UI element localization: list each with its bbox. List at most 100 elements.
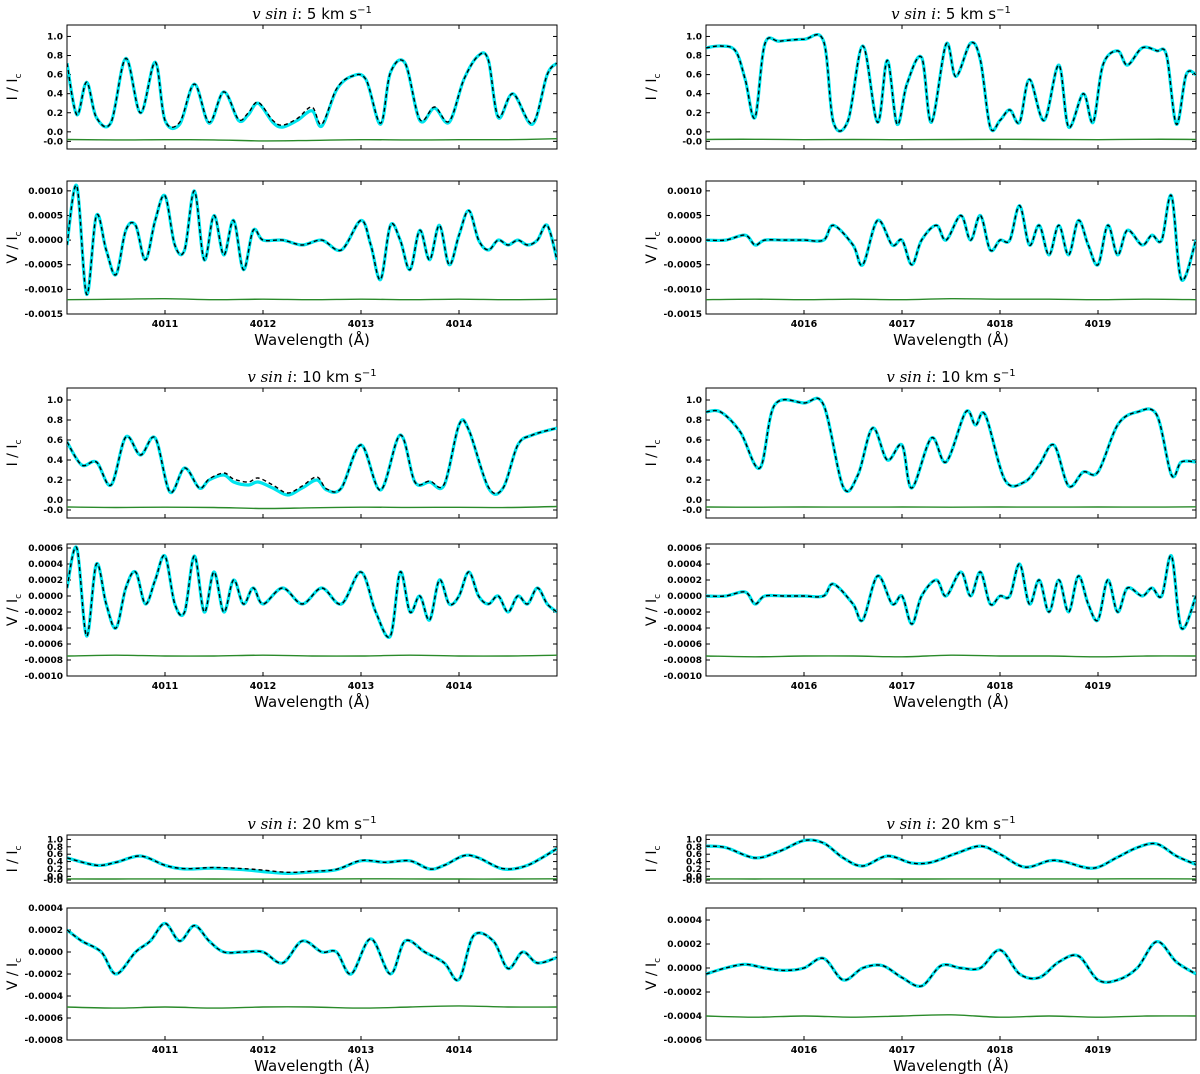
ytick-label: -0.0002 bbox=[664, 988, 702, 998]
ytick-label: 0.4 bbox=[686, 858, 702, 868]
panel-l10v: -0.0010 -0.0008 -0.0006 -0.0004 -0.0002 0.000… bbox=[5, 543, 558, 711]
ytick-label: -0.0010 bbox=[664, 672, 702, 682]
series-residual bbox=[706, 654, 1196, 658]
ytick-label: 0.6 bbox=[47, 71, 63, 81]
ytick-label: 0.2 bbox=[686, 476, 702, 486]
xtick-label: 4011 bbox=[152, 319, 178, 330]
xlabel: Wavelength (Å) bbox=[893, 330, 1009, 349]
ytick-label: 0.0006 bbox=[28, 544, 63, 554]
ytick-label: 0.0002 bbox=[28, 926, 63, 936]
axes-frame bbox=[66, 387, 558, 519]
ytick-label: -0.0008 bbox=[25, 656, 63, 666]
ytick-label: -0.0004 bbox=[25, 624, 63, 634]
ytick-label: -0.0002 bbox=[664, 608, 702, 618]
series-residual bbox=[67, 138, 557, 142]
panel-l5v: -0.0015 -0.0010 -0.0005 0.0000 0.0005 0.0010 4… bbox=[5, 180, 558, 349]
panel-l20i: -0.00.00.20.40.60.81.0 I / Ic v sin i: 20 … bbox=[5, 815, 558, 886]
axes-frame bbox=[705, 907, 1197, 1041]
panel-r10i: -0.00.0 0.2 0.4 0.6 0.8 1.0 I / Ic v sin i: 10 … bbox=[644, 368, 1197, 519]
ytick-label: -0.0010 bbox=[25, 285, 63, 295]
series-observed bbox=[706, 194, 1196, 281]
ytick-label: 0.0000 bbox=[28, 236, 63, 246]
series-residual bbox=[67, 654, 557, 657]
ytick-label: 0.0002 bbox=[28, 576, 63, 586]
ytick-label: 0.8 bbox=[686, 416, 702, 426]
panel-title: v sin i: 5 km s−1 bbox=[252, 5, 372, 23]
ylabel: I / Ic bbox=[644, 440, 663, 467]
series-residual bbox=[67, 1005, 557, 1009]
ytick-label: 0.0006 bbox=[667, 544, 702, 554]
ylabel: I / Ic bbox=[5, 74, 24, 101]
xtick-label: 4014 bbox=[446, 1045, 473, 1056]
xtick-label: 4018 bbox=[987, 681, 1014, 692]
axes-frame bbox=[705, 543, 1197, 677]
axes-frame bbox=[705, 24, 1197, 150]
xtick-label: 4017 bbox=[889, 319, 915, 330]
ytick-label: 0.0002 bbox=[667, 576, 702, 586]
series-observed bbox=[67, 848, 557, 874]
ytick-label: -0.0 bbox=[43, 137, 63, 147]
ytick-label: 0.0004 bbox=[28, 560, 63, 570]
ytick-label: 0.8 bbox=[686, 843, 702, 853]
ytick-label: -0.0004 bbox=[664, 624, 702, 634]
xtick-label: 4017 bbox=[889, 681, 915, 692]
ytick-label: 0.0000 bbox=[667, 236, 702, 246]
series-observed bbox=[706, 397, 1196, 493]
ytick-label: -0.0 bbox=[43, 506, 63, 516]
panel-r20i: -0.00.00.20.40.60.81.0 I / Ic v sin i: 20 … bbox=[644, 815, 1197, 886]
xtick-label: 4016 bbox=[791, 1045, 818, 1056]
ytick-label: -0.0015 bbox=[25, 310, 63, 320]
series-observed bbox=[706, 940, 1196, 988]
xlabel: Wavelength (Å) bbox=[254, 692, 370, 711]
ytick-label: 0.4 bbox=[47, 90, 63, 100]
ylabel: V / Ic bbox=[5, 958, 24, 990]
xtick-label: 4011 bbox=[152, 1045, 178, 1056]
ytick-label: 0.2 bbox=[47, 109, 63, 119]
ytick-label: 0.8 bbox=[47, 416, 63, 426]
series-residual bbox=[67, 505, 557, 510]
ytick-label: -0.0 bbox=[43, 876, 63, 886]
xtick-label: 4012 bbox=[250, 681, 276, 692]
panel-l20v: -0.0008 -0.0006 -0.0004 -0.0002 0.0000 0.0002… bbox=[5, 904, 558, 1074]
ytick-label: -0.0010 bbox=[664, 285, 702, 295]
panel-title: v sin i: 20 km s−1 bbox=[886, 815, 1015, 833]
xtick-label: 4014 bbox=[446, 681, 473, 692]
ytick-label: 0.6 bbox=[47, 850, 63, 860]
ytick-label: 0.0 bbox=[686, 496, 702, 506]
ytick-label: 0.0 bbox=[47, 496, 63, 506]
ytick-label: -0.0004 bbox=[664, 1012, 702, 1022]
ytick-label: 0.6 bbox=[47, 436, 63, 446]
ytick-label: -0.0006 bbox=[664, 1036, 702, 1046]
panel-title: v sin i: 10 km s−1 bbox=[247, 368, 376, 386]
xtick-label: 4019 bbox=[1085, 1045, 1111, 1056]
ytick-label: -0.0015 bbox=[664, 310, 702, 320]
xtick-label: 4016 bbox=[791, 681, 818, 692]
xtick-label: 4019 bbox=[1085, 319, 1111, 330]
ytick-label: 0.0 bbox=[686, 128, 702, 138]
ytick-label: 0.2 bbox=[47, 476, 63, 486]
ytick-label: 0.4 bbox=[686, 90, 702, 100]
ytick-label: -0.0005 bbox=[664, 261, 702, 271]
ytick-label: 0.4 bbox=[686, 456, 702, 466]
ytick-label: 0.0000 bbox=[28, 948, 63, 958]
ytick-label: 1.0 bbox=[686, 32, 702, 42]
xtick-label: 4016 bbox=[791, 319, 818, 330]
panel-r5v: -0.0015 -0.0010 -0.0005 0.0000 0.0005 0.0010 4… bbox=[644, 180, 1197, 349]
ylabel: V / Ic bbox=[644, 958, 663, 990]
series-observed bbox=[706, 555, 1196, 630]
ytick-label: 0.2 bbox=[47, 865, 63, 875]
ytick-label: -0.0 bbox=[682, 506, 702, 516]
panel-r10v: -0.0010 -0.0008 -0.0006 -0.0004 -0.0002 0.000… bbox=[644, 543, 1197, 711]
series-residual bbox=[706, 1014, 1196, 1018]
ytick-label: 0.0000 bbox=[28, 592, 63, 602]
panel-title: v sin i: 20 km s−1 bbox=[247, 815, 376, 833]
ytick-label: 1.0 bbox=[47, 32, 63, 42]
ytick-label: 0.6 bbox=[686, 436, 702, 446]
series-observed bbox=[67, 546, 557, 639]
xlabel: Wavelength (Å) bbox=[893, 1056, 1009, 1074]
axes-frame bbox=[66, 24, 558, 150]
ytick-label: 1.0 bbox=[686, 396, 702, 406]
ytick-label: -0.0005 bbox=[25, 261, 63, 271]
ytick-label: 0.0002 bbox=[667, 940, 702, 950]
